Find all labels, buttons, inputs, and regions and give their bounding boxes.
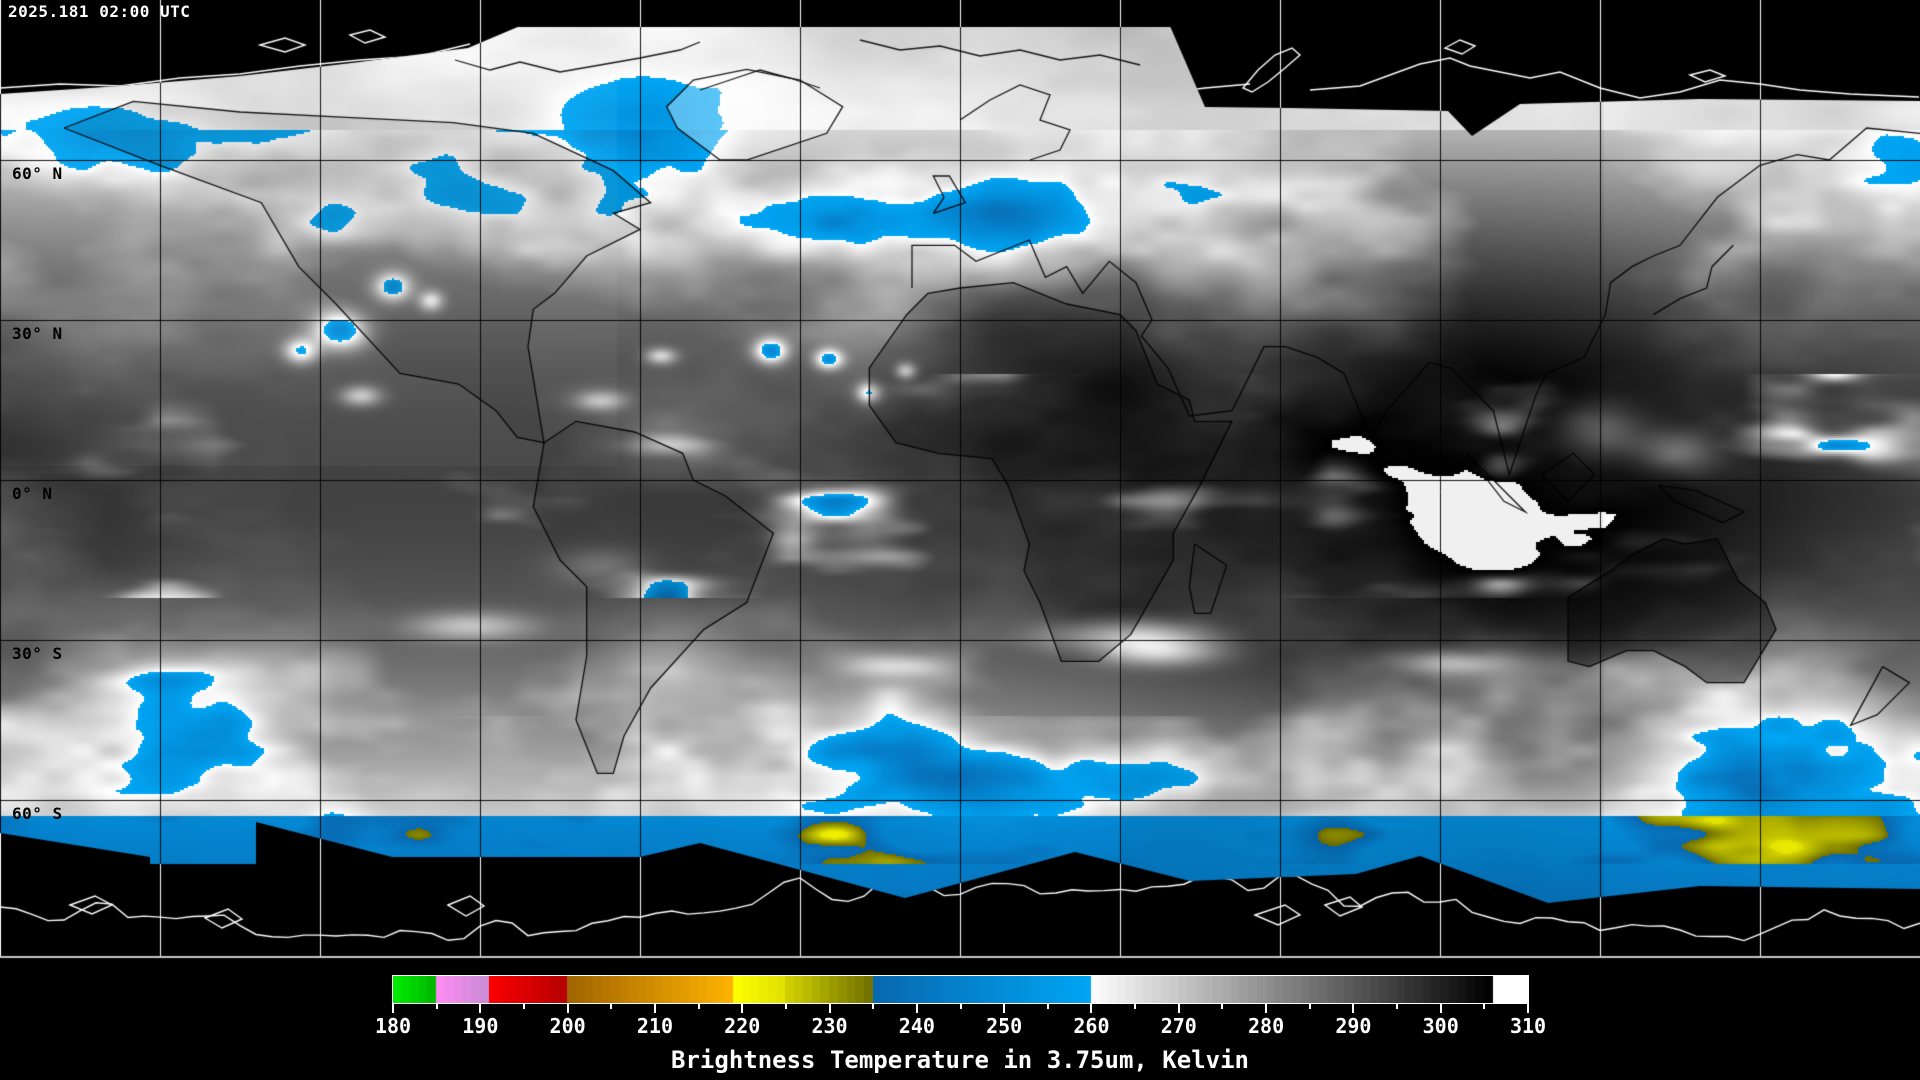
colorbar-caption: Brightness Temperature in 3.75um, Kelvin: [671, 1046, 1249, 1074]
colorbar-major-tick: [1177, 1004, 1180, 1013]
colorbar-tick-label: 190: [462, 1014, 499, 1038]
colorbar-minor-tick: [784, 1004, 787, 1009]
colorbar-major-tick: [1090, 1004, 1093, 1013]
colorbar-tick-label: 210: [636, 1014, 673, 1038]
colorbar-major-tick: [741, 1004, 744, 1013]
colorbar-major-tick: [828, 1004, 831, 1013]
colorbar: [392, 975, 1529, 1004]
colorbar-major-tick: [1003, 1004, 1006, 1013]
latitude-label: 30° N: [12, 324, 63, 343]
colorbar-major-tick: [392, 1004, 394, 1013]
timestamp: 2025.181 02:00 UTC: [8, 2, 191, 21]
colorbar-minor-tick: [1396, 1004, 1399, 1009]
colorbar-minor-tick: [872, 1004, 875, 1009]
colorbar-minor-tick: [1046, 1004, 1049, 1009]
colorbar-minor-tick: [959, 1004, 962, 1009]
colorbar-tick-label: 290: [1335, 1014, 1372, 1038]
colorbar-major-tick: [1265, 1004, 1268, 1013]
colorbar-tick-label: 300: [1422, 1014, 1459, 1038]
latitude-label: 60° N: [12, 164, 63, 183]
colorbar-minor-tick: [1483, 1004, 1486, 1009]
colorbar-tick-label: 180: [374, 1014, 412, 1038]
colorbar-tick-label: 250: [986, 1014, 1023, 1038]
satellite-map: [0, 0, 1920, 959]
colorbar-tick-label: 280: [1248, 1014, 1285, 1038]
colorbar-major-tick: [479, 1004, 482, 1013]
colorbar-minor-tick: [1308, 1004, 1311, 1009]
colorbar-minor-tick: [522, 1004, 525, 1009]
colorbar-gradient: [393, 976, 1528, 1003]
colorbar-minor-tick: [697, 1004, 700, 1009]
colorbar-major-tick: [566, 1004, 569, 1013]
colorbar-major-tick: [1439, 1004, 1442, 1013]
colorbar-tick-label: 260: [1073, 1014, 1110, 1038]
colorbar-major-tick: [1527, 1004, 1529, 1013]
colorbar-tick-label: 220: [724, 1014, 761, 1038]
colorbar-major-tick: [915, 1004, 918, 1013]
latitude-label: 30° S: [12, 643, 63, 663]
colorbar-tick-label: 240: [898, 1014, 935, 1038]
colorbar-tick-label: 310: [1509, 1014, 1547, 1038]
colorbar-minor-tick: [1134, 1004, 1137, 1009]
colorbar-minor-tick: [1221, 1004, 1224, 1009]
colorbar-minor-tick: [435, 1004, 438, 1009]
colorbar-tick-label: 200: [549, 1014, 586, 1038]
latitude-label: 0° N: [12, 484, 53, 503]
colorbar-major-tick: [653, 1004, 656, 1013]
colorbar-tick-label: 270: [1160, 1014, 1197, 1038]
colorbar-tick-label: 230: [811, 1014, 848, 1038]
colorbar-major-tick: [1352, 1004, 1355, 1013]
colorbar-minor-tick: [610, 1004, 613, 1009]
latitude-label: 60° S: [12, 803, 63, 823]
